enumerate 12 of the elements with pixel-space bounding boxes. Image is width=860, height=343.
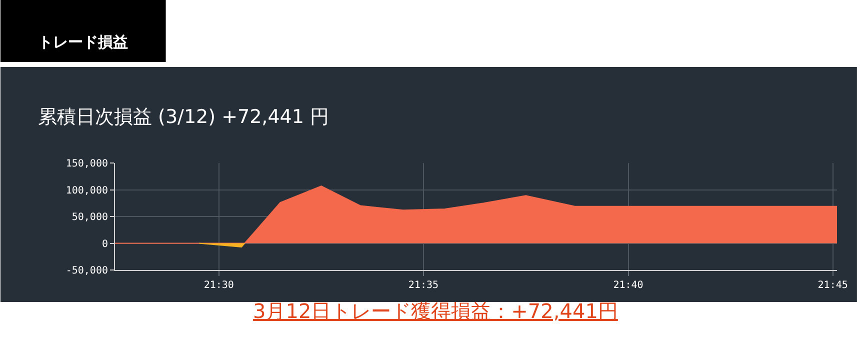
- text: 3月12日トレード獲得損益：+72,441円: [253, 299, 618, 323]
- x-tick-label: 21:30: [204, 280, 234, 291]
- y-tick-label: 0: [102, 238, 108, 250]
- x-tick-label: 21:35: [408, 280, 439, 291]
- y-tick-label: 50,000: [72, 212, 108, 223]
- chart-subtitle: 累積日次損益 (3/12) +72,441 円: [38, 106, 330, 128]
- chart-title: トレード損益: [38, 33, 128, 51]
- x-tick-label: 21:40: [613, 280, 644, 291]
- x-tick-label: 21:45: [818, 280, 848, 291]
- y-tick-label: 100,000: [66, 185, 108, 196]
- y-tick-label: -50,000: [66, 266, 108, 276]
- y-tick-label: 150,000: [66, 158, 108, 170]
